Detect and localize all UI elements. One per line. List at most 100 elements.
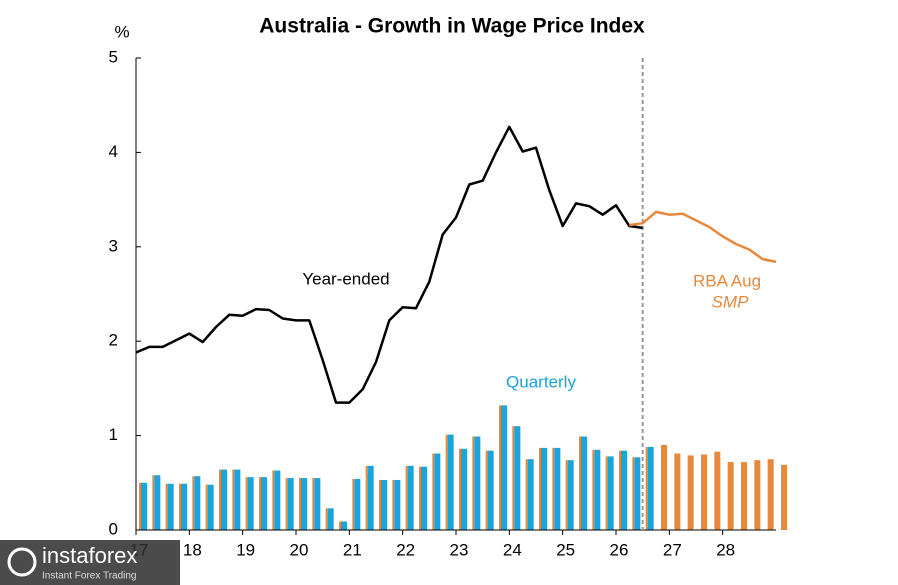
- bar-edge: [432, 453, 435, 530]
- x-tick-label: 27: [663, 540, 682, 559]
- bar: [581, 436, 587, 530]
- chart-title: Australia - Growth in Wage Price Index: [259, 15, 645, 38]
- x-tick-label: 23: [450, 540, 469, 559]
- bar-edge: [379, 479, 381, 530]
- bar-edge: [205, 484, 208, 530]
- bar: [767, 459, 774, 530]
- bar-edge: [152, 475, 155, 530]
- watermark-brand: instaforex: [42, 543, 137, 568]
- line: [135, 125, 643, 404]
- bar: [447, 434, 454, 530]
- y-tick-label: 3: [109, 236, 118, 255]
- watermark: instaforex Instant Forex Trading: [0, 540, 180, 585]
- series-label: Quarterly: [506, 372, 576, 391]
- bar: [781, 464, 787, 530]
- bar: [567, 460, 574, 530]
- bar: [661, 445, 667, 530]
- bar-edge: [352, 479, 355, 530]
- bar-edge: [565, 460, 568, 530]
- bar: [674, 453, 681, 530]
- bar-edge: [445, 434, 448, 530]
- bar: [621, 450, 627, 530]
- bar: [474, 436, 481, 530]
- bar: [487, 450, 494, 530]
- bar: [407, 465, 414, 530]
- bar-edge: [552, 447, 555, 530]
- bar-edge: [539, 447, 541, 530]
- bar-edge: [325, 508, 328, 530]
- x-tick-label: 22: [396, 540, 415, 559]
- bar-edge: [339, 521, 341, 530]
- bar-edge: [485, 450, 488, 530]
- bar-edge: [365, 465, 368, 530]
- bar: [261, 477, 267, 530]
- bar-edge: [632, 457, 635, 530]
- bar-edge: [232, 469, 235, 530]
- bar-edge: [605, 456, 608, 530]
- bar: [701, 454, 707, 530]
- x-tick-label: 21: [343, 540, 362, 559]
- x-tick-label: 28: [716, 540, 735, 559]
- bar-edge: [512, 426, 515, 530]
- bar: [514, 426, 521, 530]
- x-tick-label: 26: [610, 540, 629, 559]
- bar: [714, 451, 721, 530]
- bar: [607, 456, 614, 530]
- bar: [381, 479, 387, 530]
- bar: [354, 479, 361, 530]
- bar-edge: [192, 476, 195, 530]
- y-axis-label: %: [114, 22, 129, 41]
- bar-edge: [472, 436, 475, 530]
- x-tick-label: 18: [183, 540, 202, 559]
- bar: [554, 447, 561, 530]
- watermark-box: [0, 540, 180, 585]
- bar-edge: [312, 478, 315, 530]
- bar-edge: [645, 446, 648, 530]
- bar-edge: [165, 483, 168, 530]
- bar: [421, 466, 427, 530]
- bar-edge: [285, 478, 288, 530]
- bar-edge: [179, 483, 181, 530]
- x-tick-label: 20: [290, 540, 309, 559]
- bar: [141, 482, 147, 530]
- line: [629, 210, 777, 264]
- bar: [754, 460, 761, 530]
- bar: [301, 478, 307, 530]
- bar-edge: [299, 478, 301, 530]
- x-tick-label: 24: [503, 540, 522, 559]
- bar: [207, 484, 214, 530]
- bar: [221, 469, 227, 530]
- annotation: RBA Aug: [693, 271, 761, 290]
- watermark-tagline: Instant Forex Trading: [42, 571, 137, 582]
- bar: [167, 483, 174, 530]
- annotation: SMP: [712, 292, 750, 311]
- bar-edge: [219, 469, 221, 530]
- bar: [527, 459, 534, 530]
- x-tick-label: 25: [556, 540, 575, 559]
- bar-edge: [139, 482, 141, 530]
- watermark-logo: [7, 547, 37, 577]
- bar-edge: [259, 477, 261, 530]
- bar: [181, 483, 187, 530]
- y-tick-label: 1: [109, 425, 118, 444]
- bar: [727, 462, 734, 530]
- bar-edge: [459, 448, 461, 530]
- bar: [341, 521, 347, 530]
- bar-edge: [405, 465, 408, 530]
- bar: [687, 455, 694, 530]
- bar: [287, 478, 294, 530]
- y-tick-label: 2: [109, 331, 118, 350]
- bar: [274, 470, 281, 530]
- bar-edge: [392, 479, 395, 530]
- bar: [461, 448, 467, 530]
- bar: [594, 449, 601, 530]
- bar: [434, 453, 441, 530]
- bar: [234, 469, 241, 530]
- bar: [327, 508, 334, 530]
- series-label: Year-ended: [302, 269, 389, 288]
- bar: [314, 478, 321, 530]
- bar: [194, 476, 201, 530]
- bar-edge: [525, 459, 528, 530]
- bar-edge: [245, 477, 248, 530]
